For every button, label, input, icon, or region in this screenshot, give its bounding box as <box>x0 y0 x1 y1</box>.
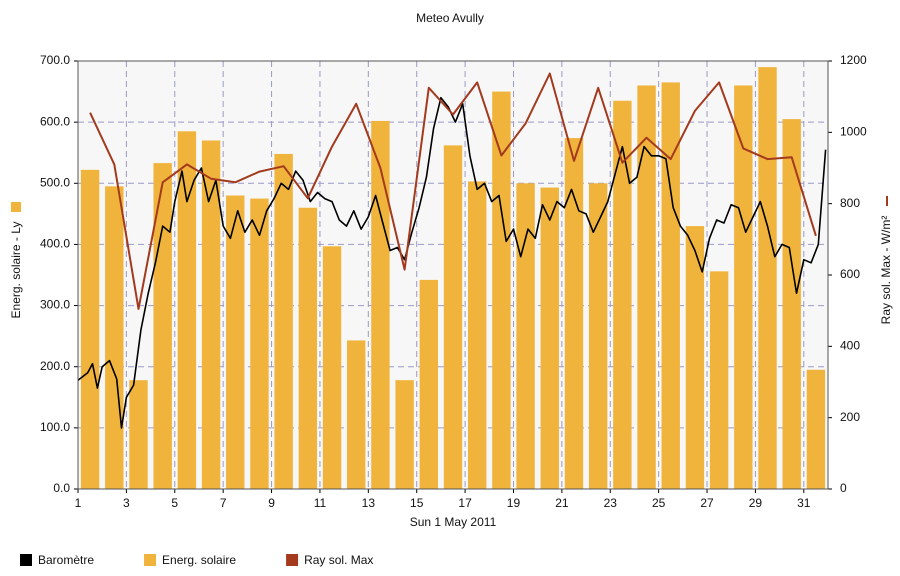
y2-tick-label: 0 <box>840 481 847 495</box>
line <box>77 96 827 429</box>
y2-tick-label: 1200 <box>840 53 867 67</box>
x-tick-label: 21 <box>555 496 569 510</box>
bar <box>661 82 680 490</box>
bar <box>613 100 632 489</box>
y-tick-label: 700.0 <box>40 53 70 67</box>
bar <box>492 91 511 490</box>
bar <box>250 198 269 490</box>
x-tick-label: 5 <box>171 496 178 510</box>
bar <box>806 369 826 489</box>
bar <box>347 340 366 489</box>
bar <box>226 195 245 489</box>
y2-tick-label: 400 <box>840 339 860 353</box>
y2-tick-label: 1000 <box>840 125 867 139</box>
y2-tick-label: 600 <box>840 267 860 281</box>
bar <box>564 138 584 490</box>
legend-swatch <box>286 554 299 566</box>
x-tick-label: 27 <box>700 496 714 510</box>
x-axis-label: Sun 1 May 2011 <box>410 515 497 529</box>
bar <box>443 145 463 489</box>
plot-frame <box>77 60 829 490</box>
bar <box>395 380 414 489</box>
bar <box>468 181 487 490</box>
bar <box>685 226 705 490</box>
x-tick-label: 9 <box>268 496 275 510</box>
bar <box>782 119 801 489</box>
legend-label: Energ. solaire <box>162 553 236 567</box>
y-tick-label: 0.0 <box>53 481 70 495</box>
y-tick-label: 600.0 <box>40 114 70 128</box>
y-tick-label: 100.0 <box>40 420 70 434</box>
bar <box>637 85 656 489</box>
x-tick-label: 25 <box>652 496 666 510</box>
legend-swatch <box>20 554 32 566</box>
bar <box>419 279 438 489</box>
legend-label: Ray sol. Max <box>304 553 373 567</box>
y2-tick-label: 800 <box>840 196 860 210</box>
bar <box>177 131 197 490</box>
legend-label: Baromètre <box>38 553 94 567</box>
bar <box>758 67 777 489</box>
x-tick-label: 11 <box>314 496 327 510</box>
y-axis-key <box>11 202 21 212</box>
x-tick-label: 19 <box>507 496 521 510</box>
y-tick-label: 500.0 <box>40 175 70 189</box>
line <box>89 72 817 310</box>
bar <box>322 246 342 489</box>
y-axis-label: Energ. solaire - Ly <box>9 222 23 319</box>
x-tick-label: 3 <box>123 496 130 510</box>
chart-title: Meteo Avully <box>416 11 484 25</box>
x-tick-label: 13 <box>362 496 376 510</box>
y2-axis-label: Ray sol. Max - W/m² <box>879 216 893 325</box>
x-tick-label: 31 <box>797 496 811 510</box>
x-tick-label: 23 <box>604 496 618 510</box>
bar <box>516 183 535 490</box>
x-tick-label: 15 <box>410 496 424 510</box>
bar <box>734 85 753 489</box>
bar <box>129 380 148 489</box>
y-tick-label: 300.0 <box>40 298 70 312</box>
bar <box>298 207 318 489</box>
x-tick-label: 7 <box>220 496 227 510</box>
y2-tick-label: 200 <box>840 410 860 424</box>
x-tick-label: 1 <box>75 496 82 510</box>
bar <box>540 187 559 489</box>
bar <box>105 186 124 490</box>
bar <box>371 120 390 490</box>
bar <box>709 271 729 489</box>
bar <box>153 163 172 489</box>
x-tick-label: 17 <box>458 496 472 510</box>
bar <box>201 140 221 489</box>
bar <box>588 183 608 490</box>
y-tick-label: 200.0 <box>40 359 70 373</box>
legend-swatch <box>144 554 157 566</box>
bar <box>80 169 100 489</box>
y-tick-label: 400.0 <box>40 237 70 251</box>
bar <box>274 153 293 490</box>
x-tick-label: 29 <box>749 496 763 510</box>
